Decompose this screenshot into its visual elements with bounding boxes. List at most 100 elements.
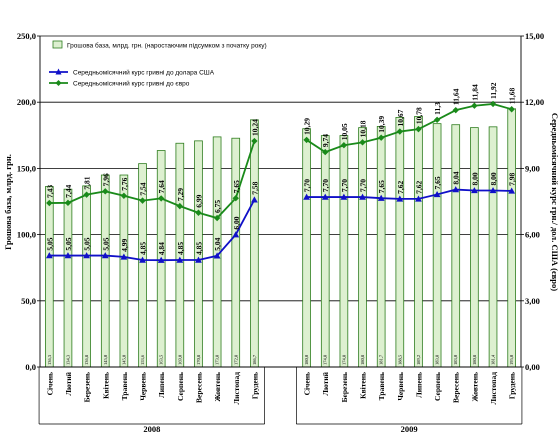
usd-value-label: 7,62 — [396, 180, 405, 193]
month-label: Грудень — [508, 372, 517, 399]
eur-point — [83, 191, 90, 198]
bar — [320, 135, 330, 368]
usd-point — [64, 252, 72, 259]
bar — [470, 127, 479, 368]
month-label: Серпень — [176, 372, 185, 401]
usd-value-label: 5,05 — [83, 237, 92, 250]
eur-value-label: 11,3 — [433, 102, 442, 115]
month-label: Червень — [396, 372, 405, 401]
left-tick-label: 50,0 — [21, 296, 36, 306]
eur-point — [377, 134, 385, 141]
bar-value-label: 170,8 — [196, 354, 202, 365]
usd-point — [340, 193, 348, 200]
eur-value-label: 7,29 — [176, 188, 185, 201]
month-label: Квітень — [359, 372, 368, 399]
bar-series — [45, 108, 516, 368]
bar-value-label: 153,6 — [140, 354, 146, 365]
month-label: Березень — [83, 372, 92, 402]
bar-value-label: 174,8 — [341, 354, 347, 365]
legend: Грошова база, млрд. грн. (наростаючим пі… — [49, 40, 267, 88]
eur-point — [433, 116, 441, 124]
month-label: Квітень — [101, 372, 110, 399]
usd-point — [359, 193, 366, 200]
eur-value-label: 10,78 — [414, 107, 423, 124]
bar — [45, 186, 54, 368]
bar-value-label: 145,0 — [121, 354, 127, 365]
usd-value-label: 7,98 — [508, 173, 517, 186]
bar — [358, 127, 367, 368]
month-label: Грудень — [250, 372, 259, 399]
month-label: Листопад — [489, 372, 498, 405]
usd-point — [157, 256, 165, 263]
bar — [63, 188, 73, 368]
usd-value-label: 7,58 — [250, 181, 259, 194]
legend-label: Середньомісячний курс гривні до долара С… — [73, 69, 215, 77]
usd-value-label: 8,04 — [452, 171, 461, 184]
left-tick-label: 250,0 — [17, 31, 36, 41]
year-label: 2008 — [143, 424, 160, 434]
left-tick-label: 200,0 — [17, 97, 36, 107]
eur-value-label: 10,24 — [250, 119, 259, 136]
usd-value-label: 7,70 — [359, 179, 368, 192]
usd-value-label: 8,00 — [470, 172, 479, 185]
eur-point — [452, 106, 459, 114]
right-axis-title: Середньомісячний курс грн./ дол. США (єв… — [550, 113, 560, 291]
legend-bar-swatch — [52, 40, 63, 49]
usd-point — [489, 187, 497, 194]
bar-value-label: 181,7 — [379, 354, 385, 365]
usd-value-label: 7,65 — [377, 180, 386, 193]
usd-value-label: 5,05 — [64, 237, 73, 250]
eur-point — [102, 188, 109, 195]
eur-point — [157, 195, 165, 202]
usd-point — [470, 187, 478, 194]
usd-value-label: 4,99 — [120, 239, 129, 252]
month-label: Березень — [340, 372, 349, 402]
usd-rate-series: 5,05 5,05 5,05 5,05 4,99 4,85 4,84 4,85 4,85 5,04… — [45, 171, 517, 263]
usd-line — [306, 188, 512, 200]
month-label: Січень — [303, 372, 312, 395]
eur-value-label: 11,92 — [489, 82, 498, 99]
bar — [82, 185, 91, 368]
right-tick-label: 3,00 — [525, 296, 540, 306]
usd-point — [321, 193, 329, 200]
eur-point — [251, 137, 258, 145]
eur-line — [306, 103, 512, 154]
eur-point — [359, 139, 366, 146]
bar-value-label: 180,8 — [472, 354, 478, 365]
eur-value-label: 7,44 — [64, 184, 73, 197]
month-label: Липень — [414, 372, 423, 398]
bar-value-label: 134,3 — [65, 354, 71, 365]
bar-value-label: 136,8 — [84, 354, 90, 365]
usd-point — [195, 256, 202, 263]
eur-value-label: 7,54 — [139, 182, 148, 195]
usd-value-label: 7,62 — [414, 180, 423, 193]
eur-value-label: 11,84 — [470, 84, 479, 101]
bar — [231, 137, 241, 368]
month-label: Листопад — [232, 372, 241, 405]
bar — [414, 116, 423, 368]
eur-value-label: 11,68 — [508, 88, 517, 105]
month-label: Травень — [120, 372, 129, 400]
axes: 0,0 0,00 50,0 3,00 100,0 6,00 150,0 9,00 200,0 12… — [17, 31, 544, 434]
eur-value-label: 10,05 — [340, 123, 349, 140]
usd-line — [49, 199, 256, 262]
usd-point — [213, 252, 221, 259]
usd-point — [232, 231, 240, 238]
usd-point — [120, 253, 128, 260]
eur-point — [396, 128, 404, 135]
bar — [376, 126, 386, 368]
usd-point — [303, 193, 311, 200]
eur-value-label: 10,67 — [396, 109, 405, 126]
bar-value-label: 188,5 — [397, 354, 403, 365]
right-tick-label: 15,00 — [525, 31, 544, 41]
bar — [250, 119, 259, 368]
bar-value-label: 189,2 — [416, 355, 422, 365]
usd-value-label: 5,04 — [213, 237, 222, 250]
usd-point — [250, 196, 258, 203]
month-label: Жовтень — [470, 372, 479, 402]
bar — [488, 126, 498, 368]
year-label: 2009 — [401, 424, 418, 434]
bar — [119, 174, 129, 368]
eur-rate-series: 7,43 7,44 7,81 7,96 7,76 7,54 7,64 7,29 6,99 6,75… — [45, 82, 517, 222]
usd-point — [139, 256, 146, 263]
